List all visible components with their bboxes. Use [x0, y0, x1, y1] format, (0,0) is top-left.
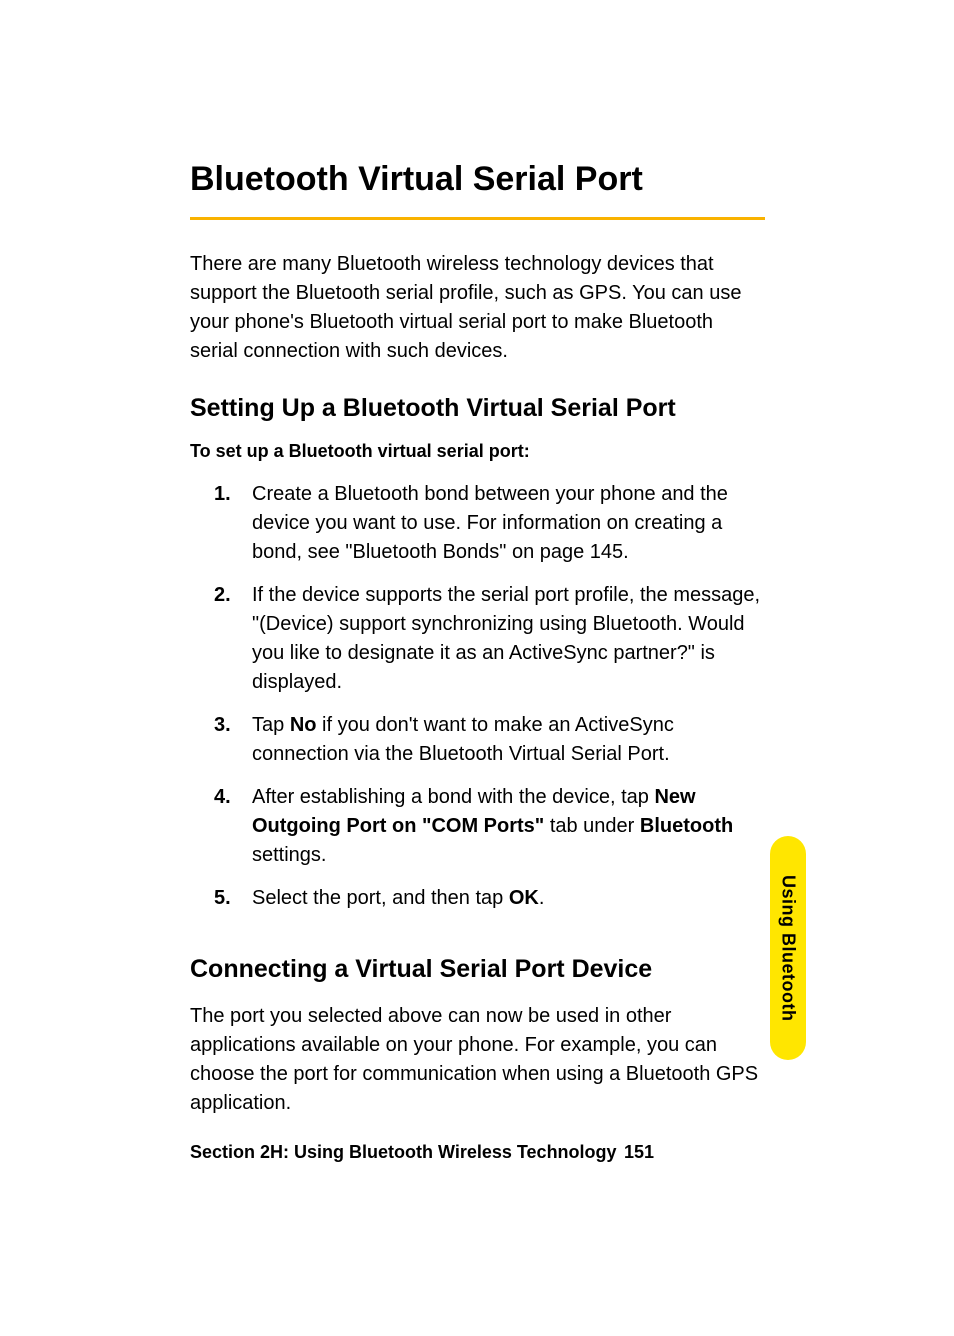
- step-item: 5. Select the port, and then tap OK.: [214, 884, 764, 913]
- page-footer: Section 2H: Using Bluetooth Wireless Tec…: [190, 1142, 764, 1163]
- side-tab: Using Bluetooth: [770, 836, 806, 1060]
- step-number: 2.: [214, 581, 252, 697]
- side-tab-label: Using Bluetooth: [778, 875, 799, 1021]
- step-number: 1.: [214, 480, 252, 567]
- step-text: If the device supports the serial port p…: [252, 581, 764, 697]
- section1-heading: Setting Up a Bluetooth Virtual Serial Po…: [190, 394, 764, 423]
- intro-paragraph: There are many Bluetooth wireless techno…: [190, 250, 764, 366]
- step-text: After establishing a bond with the devic…: [252, 783, 764, 870]
- footer-section-label: Section 2H: Using Bluetooth Wireless Tec…: [190, 1142, 617, 1163]
- step-item: 3. Tap No if you don't want to make an A…: [214, 711, 764, 769]
- step-text: Tap No if you don't want to make an Acti…: [252, 711, 764, 769]
- step-number: 5.: [214, 884, 252, 913]
- steps-list: 1. Create a Bluetooth bond between your …: [190, 480, 764, 913]
- step-number: 4.: [214, 783, 252, 870]
- step-item: 2. If the device supports the serial por…: [214, 581, 764, 697]
- instruction-label: To set up a Bluetooth virtual serial por…: [190, 441, 764, 462]
- step-item: 4. After establishing a bond with the de…: [214, 783, 764, 870]
- section2-heading: Connecting a Virtual Serial Port Device: [190, 955, 764, 984]
- page-content: Bluetooth Virtual Serial Port There are …: [0, 0, 954, 1118]
- title-underline: [190, 217, 765, 220]
- footer-page-number: 151: [624, 1142, 654, 1163]
- step-text: Create a Bluetooth bond between your pho…: [252, 480, 764, 567]
- main-title: Bluetooth Virtual Serial Port: [190, 160, 764, 199]
- section2-body: The port you selected above can now be u…: [190, 1002, 764, 1118]
- step-number: 3.: [214, 711, 252, 769]
- step-item: 1. Create a Bluetooth bond between your …: [214, 480, 764, 567]
- step-text: Select the port, and then tap OK.: [252, 884, 764, 913]
